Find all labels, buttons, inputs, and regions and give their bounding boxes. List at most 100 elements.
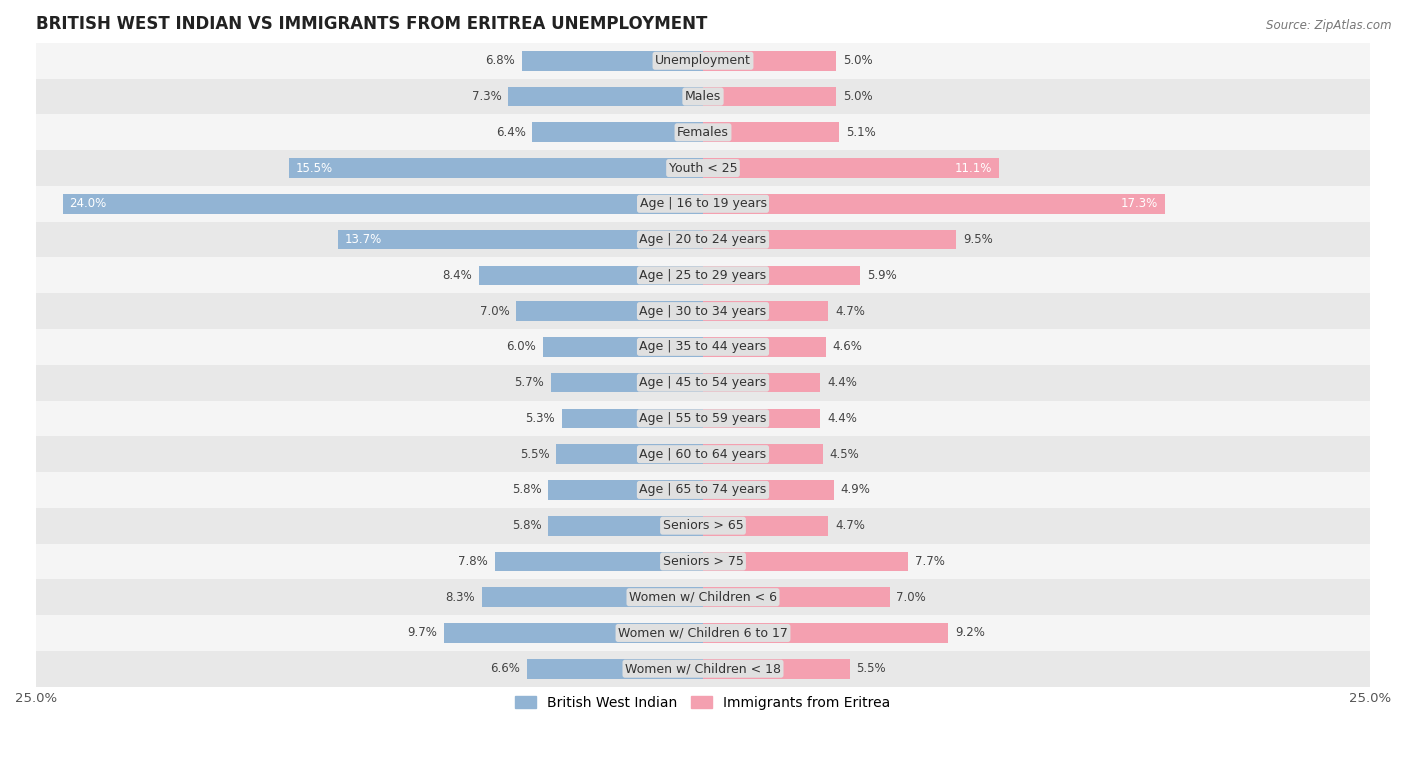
Text: 11.1%: 11.1% <box>955 161 993 175</box>
Text: 6.0%: 6.0% <box>506 341 536 354</box>
Text: 4.7%: 4.7% <box>835 304 865 318</box>
Bar <box>516 301 703 321</box>
Bar <box>37 436 1369 472</box>
Bar <box>703 194 1164 213</box>
Text: Women w/ Children < 18: Women w/ Children < 18 <box>626 662 780 675</box>
Text: Age | 55 to 59 years: Age | 55 to 59 years <box>640 412 766 425</box>
Text: 5.8%: 5.8% <box>512 519 541 532</box>
Bar <box>37 222 1369 257</box>
Bar <box>703 516 828 535</box>
Bar <box>37 257 1369 293</box>
Text: Age | 35 to 44 years: Age | 35 to 44 years <box>640 341 766 354</box>
Text: 8.3%: 8.3% <box>446 590 475 603</box>
Bar <box>703 623 949 643</box>
Bar <box>37 544 1369 579</box>
Text: Males: Males <box>685 90 721 103</box>
Bar <box>37 114 1369 150</box>
Bar <box>703 51 837 70</box>
Text: 5.5%: 5.5% <box>520 447 550 461</box>
Text: Unemployment: Unemployment <box>655 55 751 67</box>
Text: Age | 65 to 74 years: Age | 65 to 74 years <box>640 484 766 497</box>
Text: 5.0%: 5.0% <box>844 90 873 103</box>
Bar <box>290 158 703 178</box>
Bar <box>37 293 1369 329</box>
Text: 5.5%: 5.5% <box>856 662 886 675</box>
Bar <box>482 587 703 607</box>
Text: 9.2%: 9.2% <box>955 627 986 640</box>
Text: 8.4%: 8.4% <box>443 269 472 282</box>
Text: Women w/ Children 6 to 17: Women w/ Children 6 to 17 <box>619 627 787 640</box>
Bar <box>703 409 820 428</box>
Text: 9.7%: 9.7% <box>408 627 437 640</box>
Bar <box>703 229 956 249</box>
Text: Age | 45 to 54 years: Age | 45 to 54 years <box>640 376 766 389</box>
Text: Females: Females <box>678 126 728 139</box>
Bar <box>37 79 1369 114</box>
Bar <box>703 266 860 285</box>
Bar <box>37 43 1369 79</box>
Bar <box>37 400 1369 436</box>
Text: Age | 25 to 29 years: Age | 25 to 29 years <box>640 269 766 282</box>
Bar <box>703 444 823 464</box>
Bar <box>533 123 703 142</box>
Text: 6.4%: 6.4% <box>496 126 526 139</box>
Text: 5.8%: 5.8% <box>512 484 541 497</box>
Bar <box>508 87 703 107</box>
Bar <box>703 87 837 107</box>
Bar <box>548 480 703 500</box>
Bar <box>37 365 1369 400</box>
Bar <box>37 472 1369 508</box>
Bar <box>551 372 703 392</box>
Bar <box>37 508 1369 544</box>
Bar <box>495 552 703 572</box>
Text: 5.7%: 5.7% <box>515 376 544 389</box>
Text: 13.7%: 13.7% <box>344 233 381 246</box>
Text: Age | 16 to 19 years: Age | 16 to 19 years <box>640 198 766 210</box>
Text: Source: ZipAtlas.com: Source: ZipAtlas.com <box>1267 19 1392 32</box>
Bar <box>703 587 890 607</box>
Text: 17.3%: 17.3% <box>1121 198 1159 210</box>
Bar <box>561 409 703 428</box>
Bar <box>527 659 703 678</box>
Text: Age | 30 to 34 years: Age | 30 to 34 years <box>640 304 766 318</box>
Bar <box>703 552 908 572</box>
Text: Age | 20 to 24 years: Age | 20 to 24 years <box>640 233 766 246</box>
Bar <box>337 229 703 249</box>
Text: 6.8%: 6.8% <box>485 55 515 67</box>
Bar <box>548 516 703 535</box>
Bar <box>703 301 828 321</box>
Text: Seniors > 65: Seniors > 65 <box>662 519 744 532</box>
Text: Women w/ Children < 6: Women w/ Children < 6 <box>628 590 778 603</box>
Text: 7.3%: 7.3% <box>472 90 502 103</box>
Bar <box>543 337 703 357</box>
Text: Seniors > 75: Seniors > 75 <box>662 555 744 568</box>
Bar <box>37 651 1369 687</box>
Legend: British West Indian, Immigrants from Eritrea: British West Indian, Immigrants from Eri… <box>510 690 896 715</box>
Text: 4.4%: 4.4% <box>827 376 856 389</box>
Bar <box>37 329 1369 365</box>
Text: BRITISH WEST INDIAN VS IMMIGRANTS FROM ERITREA UNEMPLOYMENT: BRITISH WEST INDIAN VS IMMIGRANTS FROM E… <box>37 15 707 33</box>
Text: 4.5%: 4.5% <box>830 447 859 461</box>
Text: 5.1%: 5.1% <box>846 126 876 139</box>
Text: Youth < 25: Youth < 25 <box>669 161 737 175</box>
Bar <box>703 123 839 142</box>
Bar <box>557 444 703 464</box>
Text: 24.0%: 24.0% <box>69 198 107 210</box>
Bar <box>479 266 703 285</box>
Text: 5.9%: 5.9% <box>868 269 897 282</box>
Text: 7.7%: 7.7% <box>915 555 945 568</box>
Text: 5.3%: 5.3% <box>526 412 555 425</box>
Bar <box>444 623 703 643</box>
Bar <box>703 158 1000 178</box>
Text: 4.7%: 4.7% <box>835 519 865 532</box>
Text: 7.0%: 7.0% <box>479 304 509 318</box>
Bar <box>37 615 1369 651</box>
Text: 4.6%: 4.6% <box>832 341 862 354</box>
Text: 4.9%: 4.9% <box>841 484 870 497</box>
Text: 7.0%: 7.0% <box>897 590 927 603</box>
Bar <box>703 480 834 500</box>
Text: Age | 60 to 64 years: Age | 60 to 64 years <box>640 447 766 461</box>
Text: 9.5%: 9.5% <box>963 233 993 246</box>
Text: 4.4%: 4.4% <box>827 412 856 425</box>
Bar <box>703 372 820 392</box>
